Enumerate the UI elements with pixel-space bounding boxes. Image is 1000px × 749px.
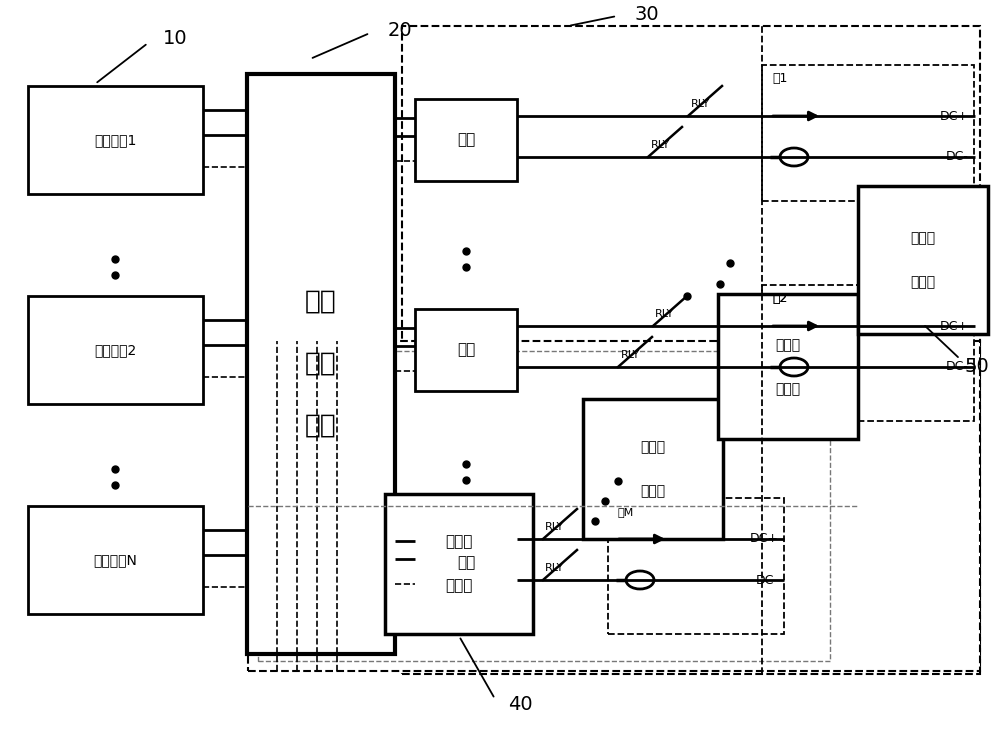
Text: 模块: 模块 <box>305 413 337 439</box>
Text: 电表: 电表 <box>457 556 475 571</box>
Text: RLY: RLY <box>545 563 565 573</box>
Text: DC+: DC+ <box>940 320 969 333</box>
Bar <box>248 341 980 671</box>
Text: 电源模块N: 电源模块N <box>93 553 137 567</box>
Text: 终端控: 终端控 <box>640 440 666 454</box>
Bar <box>385 494 533 634</box>
Bar <box>415 522 517 604</box>
Text: 30: 30 <box>635 4 660 23</box>
Bar <box>28 296 203 404</box>
Text: 10: 10 <box>163 29 188 49</box>
Text: 40: 40 <box>508 696 533 715</box>
Text: 电源模块1: 电源模块1 <box>94 133 136 147</box>
Text: DC-: DC- <box>946 360 969 374</box>
Text: DC-: DC- <box>756 574 779 586</box>
Bar <box>402 26 980 674</box>
Bar <box>583 399 723 539</box>
Text: DC+: DC+ <box>940 109 969 123</box>
Text: RLY: RLY <box>650 140 670 150</box>
Bar <box>415 309 517 391</box>
Bar <box>247 74 395 654</box>
Text: 功率: 功率 <box>305 289 337 315</box>
Text: 电表: 电表 <box>457 342 475 357</box>
Text: 制模块: 制模块 <box>640 484 666 498</box>
Bar <box>858 186 988 334</box>
Bar <box>258 351 830 661</box>
Text: RLY: RLY <box>655 309 675 319</box>
Text: 枪2: 枪2 <box>772 293 787 306</box>
Text: 中央控: 中央控 <box>445 535 473 550</box>
Bar <box>718 294 858 439</box>
Text: 20: 20 <box>388 22 413 40</box>
Text: 电表: 电表 <box>457 133 475 148</box>
Text: 电源模块2: 电源模块2 <box>94 343 136 357</box>
Bar <box>608 498 784 634</box>
Text: 制模块: 制模块 <box>775 382 801 396</box>
Text: DC+: DC+ <box>750 533 779 545</box>
Text: 枪2: 枪2 <box>772 293 787 306</box>
Text: RLY: RLY <box>690 99 710 109</box>
Text: 终端控: 终端控 <box>910 231 936 245</box>
Text: 制模块: 制模块 <box>445 578 473 593</box>
Text: RLY: RLY <box>620 350 640 360</box>
Text: 枪1: 枪1 <box>772 73 787 85</box>
Text: 枪M: 枪M <box>618 507 634 517</box>
Text: 50: 50 <box>965 357 990 375</box>
Text: DC-: DC- <box>946 151 969 163</box>
Text: 终端控: 终端控 <box>775 338 801 352</box>
Bar <box>28 86 203 194</box>
Text: RLY: RLY <box>545 522 565 532</box>
Bar <box>415 99 517 181</box>
Bar <box>762 285 974 421</box>
Text: 分配: 分配 <box>305 351 337 377</box>
Bar <box>762 65 974 201</box>
Bar <box>28 506 203 614</box>
Text: 制模块: 制模块 <box>910 275 936 289</box>
